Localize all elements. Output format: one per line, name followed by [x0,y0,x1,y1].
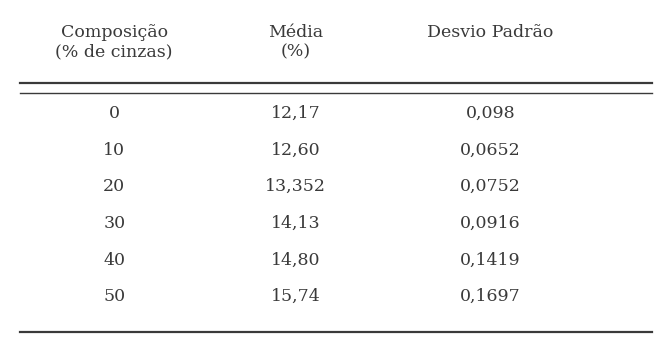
Text: 0,0652: 0,0652 [460,142,521,159]
Text: 10: 10 [103,142,125,159]
Text: Desvio Padrão: Desvio Padrão [427,24,554,41]
Text: 13,352: 13,352 [265,178,326,195]
Text: 0: 0 [109,105,120,122]
Text: 0,1697: 0,1697 [460,288,521,305]
Text: 30: 30 [103,215,125,232]
Text: 0,098: 0,098 [466,105,515,122]
Text: Média
(%): Média (%) [268,24,323,60]
Text: 15,74: 15,74 [271,288,321,305]
Text: 50: 50 [103,288,125,305]
Text: Composição
(% de cinzas): Composição (% de cinzas) [56,24,173,60]
Text: 20: 20 [103,178,125,195]
Text: 14,13: 14,13 [271,215,321,232]
Text: 12,17: 12,17 [271,105,321,122]
Text: 0,0752: 0,0752 [460,178,521,195]
Text: 0,0916: 0,0916 [460,215,521,232]
Text: 12,60: 12,60 [271,142,321,159]
Text: 0,1419: 0,1419 [460,252,521,268]
Text: 14,80: 14,80 [271,252,321,268]
Text: 40: 40 [103,252,125,268]
